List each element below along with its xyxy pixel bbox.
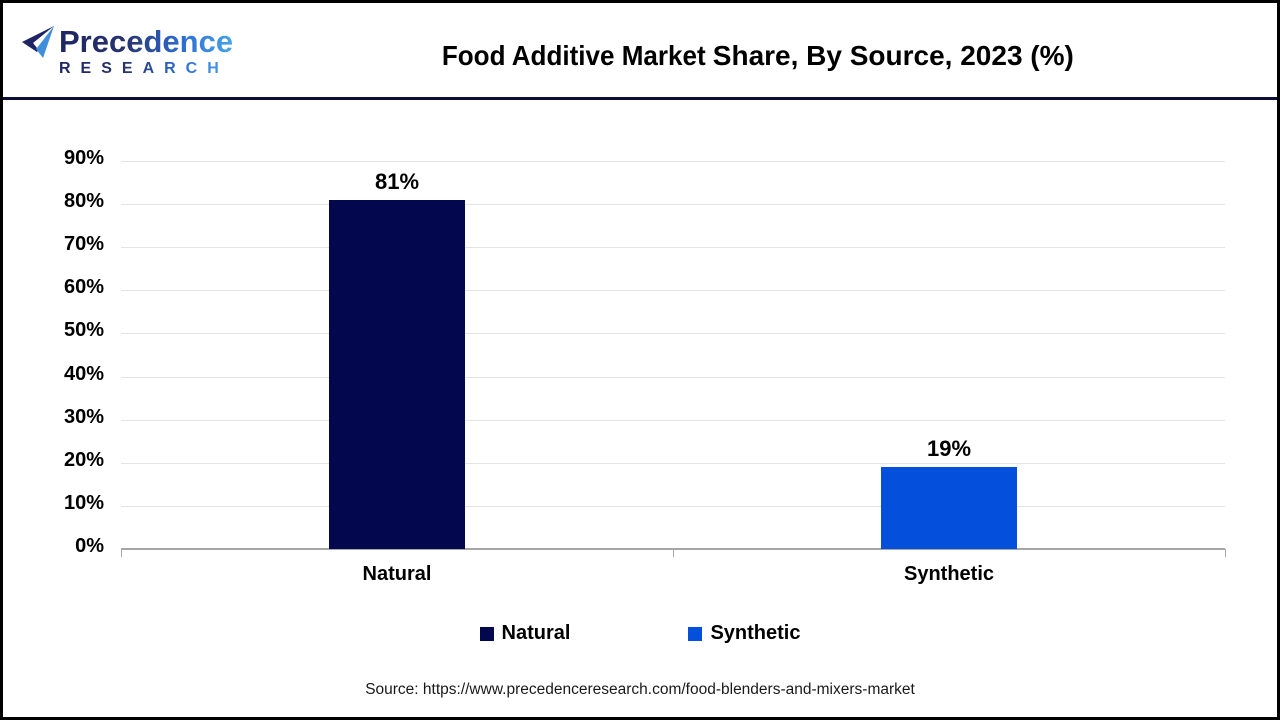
y-tick-label: 70% [63, 233, 104, 256]
legend-swatch [479, 626, 494, 641]
axis-tick-mark [1224, 549, 1226, 557]
page-title: Food Additive Market Share, By Source, 20… [225, 40, 1271, 72]
gridline-70% [121, 247, 1225, 249]
gridline-80% [121, 204, 1225, 206]
source-attribution: Source: https://www.precedenceresearch.c… [365, 681, 915, 698]
bar-value-label: 19% [926, 436, 972, 462]
logo-text: Precedence RESEARCH [59, 25, 233, 79]
header-divider [3, 97, 1277, 100]
bar-value-label: 81% [374, 168, 420, 194]
x-category-label: Synthetic [903, 563, 995, 585]
plot-area: 81% 19% [120, 161, 1226, 557]
legend: Natural Synthetic [3, 622, 1277, 645]
x-axis: Natural Synthetic [121, 563, 1225, 589]
y-tick-label: 90% [63, 147, 104, 169]
y-tick-label: 60% [63, 276, 104, 299]
y-tick-label: 0% [75, 535, 104, 557]
gridline-30% [121, 419, 1225, 421]
legend-item-natural: Natural [479, 622, 571, 645]
brand-logo: Precedence RESEARCH [21, 25, 233, 79]
y-tick-label: 30% [63, 405, 104, 428]
gridline-40% [121, 376, 1225, 378]
y-tick-label: 50% [63, 319, 104, 342]
bar-natural [329, 199, 465, 549]
legend-label: Natural [501, 622, 571, 644]
logo-wordmark: Precedence [59, 24, 234, 59]
logo-subtitle: RESEARCH [59, 59, 233, 79]
gridline-60% [121, 290, 1225, 292]
legend-label: Synthetic [710, 622, 801, 644]
axis-tick-mark [672, 549, 674, 557]
y-tick-label: 40% [63, 362, 104, 385]
paper-plane-icon [22, 26, 54, 58]
gridline-20% [121, 462, 1225, 464]
gridline-50% [121, 333, 1225, 335]
y-axis: 0% 10% 20% 30% 40% 50% 60% 70% 80% 90% [3, 148, 104, 556]
gridline-90% [121, 161, 1225, 162]
gridline-10% [121, 505, 1225, 507]
y-tick-label: 80% [63, 190, 104, 213]
page-title-part2: Share, By Source, 2023 (%) [712, 40, 1074, 71]
axis-tick-mark [120, 549, 122, 557]
y-tick-label: 20% [63, 448, 104, 471]
x-category-label: Natural [362, 563, 432, 585]
legend-swatch [688, 626, 703, 641]
bar-synthetic [881, 467, 1017, 549]
page-title-part1: Food Additive Market [441, 40, 706, 71]
legend-item-synthetic: Synthetic [688, 622, 800, 645]
y-tick-label: 10% [63, 491, 104, 514]
header: Precedence RESEARCH Food Additive Market… [3, 3, 1277, 97]
